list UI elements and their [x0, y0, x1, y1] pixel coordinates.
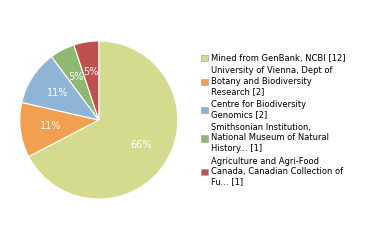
Wedge shape — [29, 41, 178, 199]
Text: 11%: 11% — [47, 88, 68, 98]
Text: 66%: 66% — [130, 140, 151, 150]
Text: 5%: 5% — [83, 67, 99, 77]
Wedge shape — [22, 57, 99, 120]
Text: 11%: 11% — [40, 121, 61, 131]
Wedge shape — [52, 45, 99, 120]
Text: 5%: 5% — [68, 72, 84, 82]
Wedge shape — [20, 102, 99, 156]
Wedge shape — [74, 41, 99, 120]
Legend: Mined from GenBank, NCBI [12], University of Vienna, Dept of
Botany and Biodiver: Mined from GenBank, NCBI [12], Universit… — [201, 54, 346, 186]
